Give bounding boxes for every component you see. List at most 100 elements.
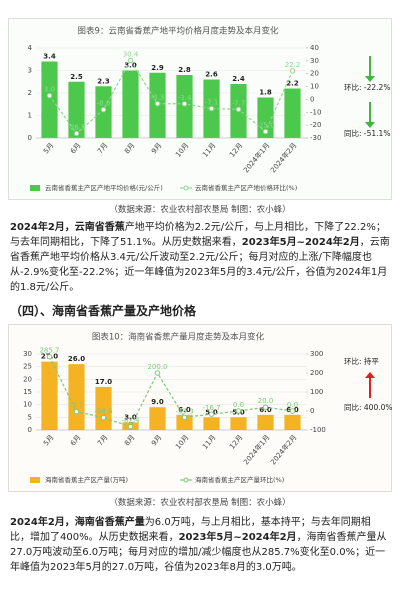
y-tick-label: 3 <box>28 67 32 75</box>
line-point <box>208 105 215 112</box>
y2-tick-label: 100 <box>310 388 323 396</box>
line-point <box>289 408 296 414</box>
bar <box>95 386 112 430</box>
chart: 图表10：海南省香蕉产量月度走势及本月变化 0 5 10 15 20 25 30 -100 0 10… <box>8 324 392 492</box>
data-label: -33.3 <box>175 407 193 415</box>
data-label: 17.0 <box>95 378 112 386</box>
data-label: 2.3 <box>97 77 110 85</box>
data-label: 2.6 <box>205 71 218 79</box>
paragraph: 2024年2月，云南省香蕉产地平均价格为2.2元/公斤，与上月相比，下降了22.… <box>10 220 390 295</box>
data-label: 22.2 <box>285 61 301 69</box>
arrow-head <box>365 122 375 128</box>
text-run: 2024年2月，海南省香蕉产量 <box>10 517 145 528</box>
legend-label: 云南省香蕉主产区产地价格环比(%) <box>195 183 297 192</box>
data-label: -34.6 <box>94 408 113 416</box>
line <box>48 356 293 428</box>
arrow-head <box>365 76 375 82</box>
bar <box>257 414 274 430</box>
text-run: 产地平均价格为2.2元/公斤，与上月相比，下降了22.2%；与去年同期相比，下降… <box>10 222 386 248</box>
text-run: 2024年2月，云南省香蕉 <box>10 222 125 233</box>
bar <box>284 414 301 430</box>
section-heading: （四）、海南省香蕉产量及产地价格 <box>10 304 197 318</box>
bar <box>203 417 220 430</box>
data-label: 2.5 <box>70 73 83 81</box>
line-point <box>154 100 161 107</box>
y-tick-label: 20 <box>23 375 32 383</box>
line-point <box>235 106 242 113</box>
y2-tick-label: 40 <box>310 44 319 52</box>
legend-label: 云南省香蕉主产区产地平均价格(元/公斤) <box>45 183 163 192</box>
bar <box>122 70 139 138</box>
y2-tick-label: -10 <box>310 108 321 116</box>
data-label: 2.9 <box>151 64 164 72</box>
bar <box>230 417 247 430</box>
text-run: 为6.0万吨，与上月相比，基本持平；与去年同期相比，增加了400%。从历史数据来… <box>10 517 371 543</box>
data-label: 200.0 <box>147 363 167 371</box>
text-run: ，云南省香蕉产地平均价格从3.4元/公斤波动至2.2元/公斤；每月对应的上涨/下… <box>10 237 390 293</box>
bar <box>68 81 85 138</box>
y-tick-label: 0 <box>28 426 32 434</box>
chart-title: 图表10：海南省香蕉产量月度走势及本月变化 <box>92 332 265 343</box>
bar <box>41 361 58 430</box>
data-label: -7.1 <box>205 99 219 107</box>
data-label: 3.0 <box>124 62 137 70</box>
text-run: 2023年5月~2024年2月 <box>178 532 297 543</box>
y2-tick-label: 200 <box>310 369 323 377</box>
source: （数据来源：农业农村部农垦局 制图：农小蜂） <box>109 498 291 508</box>
line-point <box>73 130 80 137</box>
legend-label: 海南省香蕉主产区产量环比(%) <box>195 475 284 484</box>
bar <box>41 61 58 138</box>
data-label: 3.0 <box>44 86 55 94</box>
data-label: 6.0 <box>178 406 191 414</box>
bar <box>284 88 301 138</box>
data-label: 3.0 <box>124 413 137 421</box>
data-label: -16.7 <box>202 404 220 412</box>
y2-tick-label: 10 <box>310 83 319 91</box>
y-tick-label: 4 <box>28 44 33 52</box>
bar <box>68 364 85 430</box>
y-tick-label: 2 <box>28 89 32 97</box>
y2-tick-label: 20 <box>310 70 319 78</box>
source: （数据来源：农业农村部农垦局 制图：农小蜂） <box>109 205 291 215</box>
text-run: 2023年5月~2024年2月 <box>241 237 360 248</box>
data-label: 2.2 <box>286 80 299 88</box>
data-label: 26.0 <box>68 355 85 363</box>
y2-tick-label: -20 <box>310 121 321 129</box>
line-point <box>208 411 215 417</box>
chart-frame <box>8 18 392 200</box>
paragraph: 2024年2月，海南省香蕉产量为6.0万吨，与上月相比，基本持平；与去年同期相比… <box>10 515 390 575</box>
legend-swatch <box>30 477 40 483</box>
arrow-head <box>365 372 375 378</box>
line-point <box>46 354 53 360</box>
data-label: 2.8 <box>178 66 191 74</box>
bar <box>176 414 193 430</box>
y-tick-label: 10 <box>23 401 32 409</box>
legend-swatch <box>183 477 189 483</box>
line-point <box>100 414 107 421</box>
line-point <box>127 423 134 430</box>
text-run: ，海南省香蕉产量从27.0万吨波动至6.0万吨；每月对应的增加/减少幅度也从28… <box>10 532 387 573</box>
legend-swatch <box>183 185 189 191</box>
data-label: -3.7 <box>70 402 84 410</box>
chart: 图表9：云南省香蕉产地平均价格月度走势及本月变化 0 1 2 3 4 -30 -20 -10 0 1… <box>8 18 392 200</box>
data-label: -7.7 <box>232 99 246 107</box>
y-tick-label: 30 <box>23 350 32 358</box>
line-point <box>235 408 242 414</box>
data-label: -26.5 <box>67 124 85 132</box>
line-point <box>181 101 188 107</box>
data-label: -8.0 <box>97 100 111 108</box>
line-point <box>73 409 80 415</box>
y2-tick-label: -30 <box>310 134 321 142</box>
y-tick-label: 0 <box>28 134 32 142</box>
line-point <box>289 68 296 74</box>
data-label: -82.4 <box>121 417 140 425</box>
data-label: 3.4 <box>43 53 56 61</box>
data-label: 20.0 <box>258 397 274 405</box>
bar <box>149 407 166 430</box>
data-label: 0.0 <box>233 401 244 409</box>
data-label: 9.0 <box>151 398 164 406</box>
data-label: 0.0 <box>287 401 298 409</box>
y2-tick-label: 300 <box>310 350 323 358</box>
line-point <box>181 414 188 421</box>
